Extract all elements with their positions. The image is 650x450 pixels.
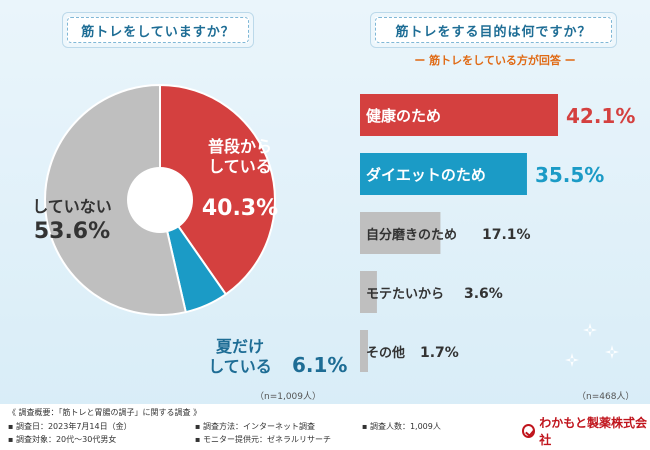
bar-0	[360, 94, 558, 136]
company-logo-icon	[522, 424, 536, 438]
company-name: わかもと製薬株式会社	[539, 416, 648, 447]
left-title-box: 筋トレをしていますか？	[62, 12, 254, 48]
pie-value-0: 40.3%	[202, 196, 278, 221]
survey-provider: ▪ モニター提供元：ゼネラルリサーチ	[195, 435, 331, 444]
bar-label-4: その他	[366, 345, 405, 361]
bar-label-2: 自分磨きのため	[366, 227, 457, 243]
sparkle-icon	[605, 345, 619, 359]
bar-chart: 健康のため 42.1% ダイエットのため 35.5% 自分磨きのため 17.1% モテたいか…	[360, 94, 635, 372]
pie-slice-0	[159, 83, 276, 296]
pie-label-2-line-0: していない	[32, 197, 112, 216]
right-title: 筋トレをする目的は何ですか？	[375, 17, 612, 43]
pie-label-1-line-0: 夏だけ	[215, 337, 264, 356]
bar-label-1: ダイエットのため	[366, 166, 486, 184]
pie-label-1-line-1: している	[208, 357, 272, 376]
bar-value-0: 42.1%	[566, 104, 635, 128]
bar-3	[360, 271, 377, 313]
bar-value-1: 35.5%	[535, 163, 604, 187]
survey-date: ▪ 調査日：2023年7月14日（金）	[8, 422, 132, 431]
pie-slice-2	[44, 83, 187, 316]
pie-value-1: 6.1%	[292, 353, 347, 377]
pie-value-2: 53.6%	[34, 219, 110, 244]
sparkle-icon	[565, 353, 579, 367]
footer: 《 調査概要：「筋トレと胃腸の調子」に関する調査 》 ▪ 調査日：2023年7月…	[0, 404, 650, 450]
right-title-box: 筋トレをする目的は何ですか？	[370, 12, 617, 48]
company-logo: わかもと製薬株式会社	[522, 414, 650, 448]
left-sample-size: （n=1,009人）	[255, 392, 322, 402]
left-title: 筋トレをしていますか？	[67, 17, 249, 43]
bar-2	[360, 212, 441, 254]
bar-label-3: モテたいから	[366, 287, 444, 302]
right-subtitle: ー 筋トレをしている方が回答 ー	[414, 54, 576, 67]
bar-value-3: 3.6%	[464, 286, 503, 302]
bar-1	[360, 153, 527, 195]
sparkle-icon	[583, 323, 597, 337]
survey-summary: 《 調査概要：「筋トレと胃腸の調子」に関する調査 》	[8, 408, 202, 417]
pie-hole	[127, 167, 193, 233]
right-sample-size: （n=468人）	[577, 392, 635, 402]
bar-label-0: 健康のため	[366, 107, 441, 125]
bar-4	[360, 330, 368, 372]
pie-label-0-line-1: している	[208, 157, 272, 176]
survey-target: ▪ 調査対象：20代〜30代男女	[8, 435, 117, 444]
bar-value-4: 1.7%	[420, 345, 459, 361]
survey-method: ▪ 調査方法：インターネット調査	[195, 422, 315, 431]
pie-label-0-line-0: 普段から	[208, 137, 272, 156]
survey-count: ▪ 調査人数：1,009人	[362, 422, 441, 431]
bar-value-2: 17.1%	[482, 227, 531, 243]
